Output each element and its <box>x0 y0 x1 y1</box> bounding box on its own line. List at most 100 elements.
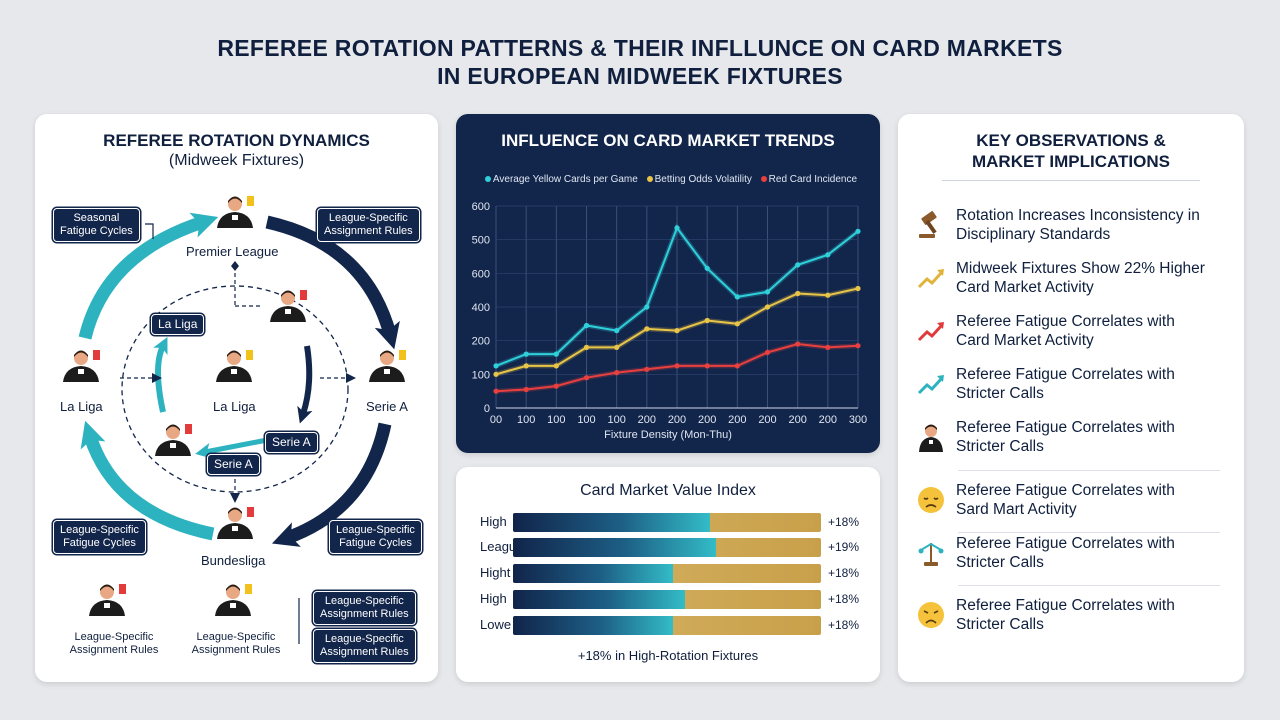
label-bottom-assignment-1: League-Specific Assignment Rules <box>69 631 159 656</box>
referee-icon <box>216 350 253 382</box>
bar-value-label: +18% <box>828 515 860 529</box>
legend-swatch-red-cards <box>760 176 767 183</box>
observation-item: Referee Fatigue Correlates with Stricter … <box>916 596 1234 642</box>
page-title-line2: IN EUROPEAN MIDWEEK FIXTURES <box>437 63 843 89</box>
x-tick-label: 200 <box>668 414 686 426</box>
scale-icon <box>916 538 946 568</box>
observation-item: Referee Fatigue Correlates with Stricter … <box>916 418 1234 464</box>
data-point <box>614 370 620 376</box>
data-point <box>523 363 529 369</box>
data-point <box>795 290 801 297</box>
box-assignment-rules-top: League-Specific Assignment Rules <box>317 208 420 242</box>
bar-fill <box>513 564 674 583</box>
data-point <box>704 317 710 324</box>
observations-title: KEY OBSERVATIONS & MARKET IMPLICATIONS <box>971 131 1170 171</box>
data-point <box>734 321 740 327</box>
data-point <box>674 328 680 334</box>
bar-track <box>513 616 821 635</box>
bar-row: Lowe +18% <box>480 615 870 635</box>
page-title: REFEREE ROTATION PATTERNS & THEIR INFLLU… <box>0 34 1280 90</box>
x-tick-label: 300 <box>849 414 867 426</box>
x-tick-label: 200 <box>819 414 837 426</box>
bar-row: Hight +18% <box>480 563 870 583</box>
bar-category-label: High <box>480 591 507 606</box>
label-la-liga-left: La Liga <box>60 399 103 414</box>
data-point <box>734 363 740 369</box>
box-fatigue-cycles-right: League-Specific Fatigue Cycles <box>329 520 422 554</box>
x-tick-label: 200 <box>698 414 716 426</box>
data-point <box>825 252 831 258</box>
arrow-outer-top-right <box>265 215 400 350</box>
data-point <box>523 351 529 357</box>
bar-track <box>513 538 821 557</box>
trend-up-gold-icon <box>916 263 946 293</box>
bar-value-label: +18% <box>828 618 860 632</box>
x-tick-label: 00 <box>490 414 502 426</box>
value-index-panel: Card Market Value Index High +18% League +1… <box>456 467 880 682</box>
inner-dashed-circle <box>121 285 349 493</box>
label-bottom-assignment-2: League-Specific Assignment Rules <box>191 631 281 656</box>
bar-category-label: High <box>480 514 507 529</box>
bar-track <box>513 564 821 583</box>
label-bundesliga: Bundesliga <box>201 553 266 568</box>
label-premier-league: Premier League <box>186 244 279 259</box>
bar-category-label: League <box>480 539 524 554</box>
observation-item: Referee Fatigue Correlates with Stricter … <box>916 365 1234 411</box>
bar-value-label: +19% <box>828 540 860 554</box>
bar-track <box>513 590 821 609</box>
x-tick-label: 200 <box>728 414 746 426</box>
data-point <box>583 375 590 381</box>
box-la-liga-inner: La Liga <box>151 314 205 335</box>
data-point <box>523 386 529 393</box>
legend-swatch-yellow-cards <box>484 176 491 183</box>
box-assignment-rules-br2: League-Specific Assignment Rules <box>313 629 416 663</box>
trend-up-red-icon <box>916 316 946 346</box>
data-point <box>795 341 801 347</box>
data-point <box>644 366 650 372</box>
trend-chart-title: INFLUENCE ON CARD MARKET TRENDS <box>501 131 835 150</box>
bar-row: High +18% <box>480 512 870 532</box>
arrow-inner-bottom <box>195 437 268 459</box>
trend-up-teal-icon <box>916 369 946 399</box>
data-point <box>553 363 559 369</box>
x-tick-label: 200 <box>788 414 806 426</box>
observation-item: Rotation Increases Inconsistency in Disci… <box>916 206 1234 252</box>
data-point <box>855 343 861 349</box>
referee-icon <box>89 584 126 616</box>
bar-row: League +19% <box>480 537 870 557</box>
label-la-liga-center: La Liga <box>213 399 256 414</box>
data-point <box>644 304 650 310</box>
observation-item: Referee Fatigue Correlates with Sard Mart… <box>916 481 1234 527</box>
referee-icon <box>369 350 406 382</box>
x-tick-label: 100 <box>517 414 535 426</box>
y-tick-label: 600 <box>472 268 490 280</box>
legend-swatch-odds-volatility <box>646 176 653 183</box>
arrow-inner-right <box>297 345 313 424</box>
line-chart: 00 100 100 100 100 200 200 200 200 200 200 200 300 0 1… <box>472 201 868 426</box>
y-tick-label: 400 <box>472 302 490 314</box>
value-index-title: Card Market Value Index <box>580 482 756 499</box>
trend-chart-panel: INFLUENCE ON CARD MARKET TRENDS Average … <box>456 114 880 453</box>
data-point <box>583 322 590 329</box>
chart-legend: Average Yellow Cards per Game Betting Od… <box>456 174 880 185</box>
data-point <box>553 383 559 389</box>
data-point <box>674 363 680 369</box>
x-tick-label: 100 <box>607 414 625 426</box>
legend-odds-volatility: Betting Odds Volatility <box>654 174 752 185</box>
referee-icon <box>217 507 254 539</box>
value-index-footer: +18% in High-Rotation Fixtures <box>577 648 759 663</box>
arrow-outer-bottom-left <box>80 420 215 541</box>
data-point <box>764 304 771 310</box>
bar-value-label: +18% <box>828 592 860 606</box>
data-point <box>674 225 680 231</box>
arrow-outer-bottom-right <box>271 422 392 547</box>
rotation-panel: REFEREE ROTATION DYNAMICS (Midweek Fixtu… <box>35 114 438 682</box>
referee-icon <box>215 584 252 616</box>
box-serie-a-inner1: Serie A <box>265 432 318 453</box>
legend-yellow-cards: Average Yellow Cards per Game <box>492 174 638 185</box>
box-assignment-rules-br1: League-Specific Assignment Rules <box>313 591 416 625</box>
observation-item: Referee Fatigue Correlates with Stricter … <box>916 534 1234 580</box>
y-tick-label: 0 <box>484 403 490 415</box>
box-serie-a-inner2: Serie A <box>207 454 260 475</box>
data-point <box>644 326 650 332</box>
